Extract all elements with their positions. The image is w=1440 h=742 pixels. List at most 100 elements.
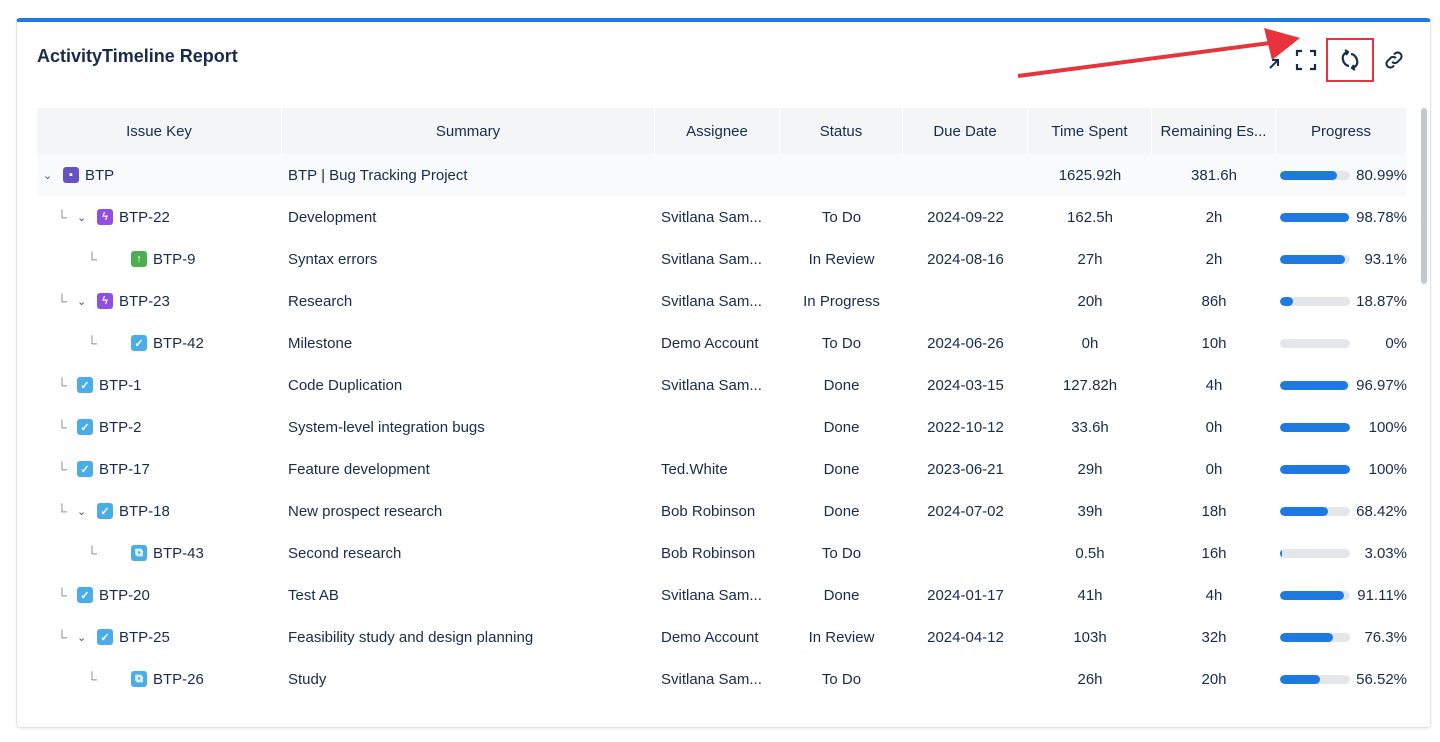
issue-key-link[interactable]: BTP-23 bbox=[119, 292, 170, 310]
issue-key-cell: └ ↑ BTP-9 bbox=[37, 251, 282, 268]
chevron-down-icon[interactable]: ⌄ bbox=[77, 211, 87, 224]
due-date-cell: 2024-07-02 bbox=[927, 502, 1004, 520]
status-cell: To Do bbox=[821, 544, 862, 562]
status-cell: To Do bbox=[821, 334, 862, 352]
table-row[interactable]: └ ✓ BTP-1 Code Duplication Svitlana Sam... Do… bbox=[37, 364, 1407, 406]
column-header[interactable]: Time Spent bbox=[1028, 108, 1152, 154]
table-row[interactable]: └ ✓ BTP-20 Test AB Svitlana Sam... Done 2024-0… bbox=[37, 574, 1407, 616]
progress-cell: 3.03% bbox=[1276, 545, 1407, 562]
chevron-down-icon[interactable]: ⌄ bbox=[43, 169, 53, 182]
issue-key-link[interactable]: BTP-2 bbox=[99, 418, 142, 436]
report-title: ActivityTimeline Report bbox=[37, 46, 238, 66]
issue-key-link[interactable]: BTP-18 bbox=[119, 502, 170, 520]
expand-arrow-icon[interactable] bbox=[1262, 52, 1286, 76]
tree-connector: └ bbox=[87, 671, 97, 687]
report-card: ActivityTimeline Report Issue Key Summary… bbox=[16, 18, 1431, 728]
column-header[interactable]: Progress bbox=[1276, 108, 1407, 154]
issue-key-link[interactable]: BTP-26 bbox=[153, 670, 204, 688]
progress-fill bbox=[1280, 548, 1283, 558]
due-date-cell: 2024-03-15 bbox=[927, 376, 1004, 394]
due-date-cell: 2024-06-26 bbox=[927, 334, 1004, 352]
column-header[interactable]: Remaining Es... bbox=[1152, 108, 1276, 154]
table-row[interactable]: └ ⌄ ✓ BTP-25 Feasibility study and design pl… bbox=[37, 616, 1407, 658]
progress-label: 93.1% bbox=[1364, 250, 1407, 268]
issue-key-cell: └ ✓ BTP-42 bbox=[37, 335, 282, 352]
issue-key-link[interactable]: BTP bbox=[85, 166, 115, 184]
time-spent-cell: 162.5h bbox=[1067, 208, 1113, 226]
table-row[interactable]: └ ⧉ BTP-26 Study Svitlana Sam... To Do 26h 20h 5… bbox=[37, 658, 1407, 700]
table-row[interactable]: └ ✓ BTP-2 System-level integration bugs Done… bbox=[37, 406, 1407, 448]
time-spent-cell: 0.5h bbox=[1075, 544, 1105, 562]
progress-fill bbox=[1280, 296, 1294, 306]
column-header[interactable]: Assignee bbox=[655, 108, 780, 154]
issue-key-cell: ⌄ ▪ BTP bbox=[37, 167, 282, 184]
summary-cell: Study bbox=[288, 670, 327, 688]
vertical-scrollbar[interactable] bbox=[1421, 108, 1427, 284]
status-cell: To Do bbox=[821, 208, 862, 226]
progress-label: 0% bbox=[1385, 334, 1407, 352]
remaining-estimate-cell: 2h bbox=[1205, 208, 1223, 226]
chevron-down-icon[interactable]: ⌄ bbox=[77, 631, 87, 644]
column-header[interactable]: Issue Key bbox=[37, 108, 282, 154]
issue-key-cell: └ ⧉ BTP-43 bbox=[37, 545, 282, 562]
due-date-cell: 2024-08-16 bbox=[927, 250, 1004, 268]
progress-cell: 56.52% bbox=[1276, 671, 1407, 688]
progress-bar bbox=[1280, 632, 1350, 642]
progress-label: 76.3% bbox=[1364, 628, 1407, 646]
table-header: Issue Key Summary Assignee Status Due Date Ti… bbox=[37, 108, 1407, 154]
status-cell: In Review bbox=[808, 628, 875, 646]
time-spent-cell: 103h bbox=[1073, 628, 1107, 646]
epic-icon: ϟ bbox=[97, 209, 113, 225]
column-header[interactable]: Due Date bbox=[903, 108, 1028, 154]
table-row[interactable]: └ ⌄ ϟ BTP-22 Development Svitlana Sam... To Do… bbox=[37, 196, 1407, 238]
progress-bar bbox=[1280, 212, 1350, 222]
column-header[interactable]: Status bbox=[780, 108, 903, 154]
progress-fill bbox=[1280, 590, 1344, 600]
progress-cell: 96.97% bbox=[1276, 377, 1407, 394]
progress-fill bbox=[1280, 380, 1348, 390]
task-icon: ✓ bbox=[77, 419, 93, 435]
table-row[interactable]: ⌄ ▪ BTP BTP | Bug Tracking Project 1625.92h 3… bbox=[37, 154, 1407, 196]
link-icon[interactable] bbox=[1382, 48, 1406, 72]
time-spent-cell: 33.6h bbox=[1071, 418, 1109, 436]
issue-key-link[interactable]: BTP-22 bbox=[119, 208, 170, 226]
remaining-estimate-cell: 0h bbox=[1205, 460, 1223, 478]
issue-key-link[interactable]: BTP-1 bbox=[99, 376, 142, 394]
progress-cell: 76.3% bbox=[1276, 629, 1407, 646]
issue-key-cell: └ ⌄ ϟ BTP-23 bbox=[37, 293, 282, 310]
time-spent-cell: 1625.92h bbox=[1058, 166, 1122, 184]
progress-cell: 80.99% bbox=[1276, 167, 1407, 184]
column-header[interactable]: Summary bbox=[282, 108, 655, 154]
table-row[interactable]: └ ↑ BTP-9 Syntax errors Svitlana Sam... In Re… bbox=[37, 238, 1407, 280]
table-row[interactable]: └ ✓ BTP-42 Milestone Demo Account To Do 2024-0… bbox=[37, 322, 1407, 364]
status-cell: Done bbox=[823, 460, 860, 478]
issue-key-link[interactable]: BTP-9 bbox=[153, 250, 196, 268]
table-row[interactable]: └ ✓ BTP-17 Feature development Ted.White Done… bbox=[37, 448, 1407, 490]
issue-key-link[interactable]: BTP-17 bbox=[99, 460, 150, 478]
table-row[interactable]: └ ⧉ BTP-43 Second research Bob Robinson To Do… bbox=[37, 532, 1407, 574]
due-date-cell: 2023-06-21 bbox=[927, 460, 1004, 478]
chevron-down-icon[interactable]: ⌄ bbox=[77, 505, 87, 518]
time-spent-cell: 20h bbox=[1077, 292, 1103, 310]
progress-fill bbox=[1280, 632, 1334, 642]
fullscreen-icon[interactable] bbox=[1294, 48, 1318, 72]
refresh-button[interactable] bbox=[1326, 38, 1374, 82]
time-spent-cell: 41h bbox=[1077, 586, 1103, 604]
issue-key-link[interactable]: BTP-42 bbox=[153, 334, 204, 352]
issue-key-link[interactable]: BTP-43 bbox=[153, 544, 204, 562]
remaining-estimate-cell: 20h bbox=[1201, 670, 1227, 688]
time-spent-cell: 27h bbox=[1077, 250, 1103, 268]
issue-key-link[interactable]: BTP-25 bbox=[119, 628, 170, 646]
table-row[interactable]: └ ⌄ ✓ BTP-18 New prospect research Bob Robins… bbox=[37, 490, 1407, 532]
remaining-estimate-cell: 4h bbox=[1205, 376, 1223, 394]
progress-fill bbox=[1280, 212, 1350, 222]
remaining-estimate-cell: 16h bbox=[1201, 544, 1227, 562]
chevron-down-icon[interactable]: ⌄ bbox=[77, 295, 87, 308]
issue-key-link[interactable]: BTP-20 bbox=[99, 586, 150, 604]
progress-bar bbox=[1280, 296, 1350, 306]
table-row[interactable]: └ ⌄ ϟ BTP-23 Research Svitlana Sam... In Progr… bbox=[37, 280, 1407, 322]
task-icon: ✓ bbox=[77, 587, 93, 603]
refresh-icon bbox=[1341, 49, 1359, 71]
summary-cell: System-level integration bugs bbox=[288, 418, 485, 436]
tree-connector: └ bbox=[87, 335, 97, 351]
